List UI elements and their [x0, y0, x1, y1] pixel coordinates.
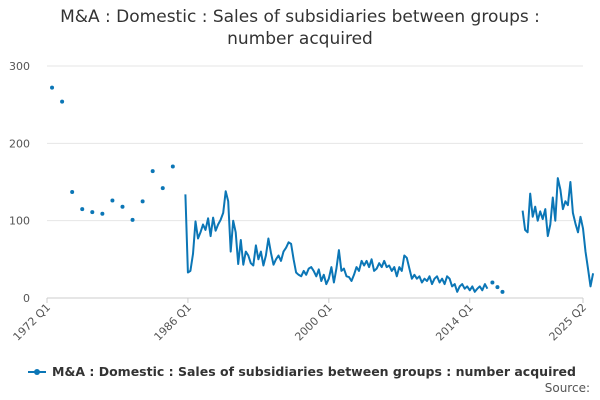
- chart-title-line-2: number acquired: [227, 29, 373, 49]
- legend-line-marker-icon: [28, 367, 46, 377]
- data-point[interactable]: [60, 99, 65, 104]
- data-point[interactable]: [80, 207, 85, 212]
- data-point[interactable]: [100, 211, 105, 216]
- data-point[interactable]: [140, 199, 145, 204]
- grid-lines: [47, 65, 583, 299]
- data-point[interactable]: [150, 169, 155, 174]
- data-point[interactable]: [110, 198, 115, 203]
- series-lines: [184, 177, 595, 293]
- data-point[interactable]: [70, 190, 75, 195]
- chart-title: M&A : Domestic : Sales of subsidiaries b…: [0, 6, 600, 50]
- x-tick-label: 1972 Q1: [11, 301, 54, 344]
- series-points: [50, 85, 505, 294]
- x-tick-label: 2025 Q2: [547, 301, 590, 344]
- data-point[interactable]: [500, 289, 505, 294]
- chart-title-line-1: M&A : Domestic : Sales of subsidiaries b…: [60, 7, 540, 27]
- data-point[interactable]: [160, 186, 165, 191]
- y-axis-ticks: 0 100 200 300: [9, 60, 30, 305]
- legend-label: M&A : Domestic : Sales of subsidiaries b…: [52, 364, 576, 379]
- y-tick-label: 0: [23, 292, 30, 305]
- y-tick-label: 100: [9, 215, 30, 228]
- data-point[interactable]: [120, 204, 125, 209]
- x-tick-label: 1986 Q1: [152, 301, 195, 344]
- y-tick-label: 200: [9, 137, 30, 150]
- x-axis-ticks: 1972 Q1 1986 Q1 2000 Q1 2014 Q1 2025 Q2: [11, 298, 590, 344]
- data-point[interactable]: [130, 217, 135, 222]
- series-line: [184, 190, 489, 293]
- data-point[interactable]: [50, 85, 55, 90]
- series-line: [521, 177, 595, 288]
- data-point[interactable]: [90, 210, 95, 215]
- legend[interactable]: M&A : Domestic : Sales of subsidiaries b…: [28, 364, 576, 379]
- data-point[interactable]: [490, 280, 495, 285]
- source-label: Source:: [544, 381, 590, 395]
- x-tick-label: 2014 Q1: [433, 301, 476, 344]
- y-tick-label: 300: [9, 60, 30, 73]
- data-point[interactable]: [170, 164, 175, 169]
- x-tick-label: 2000 Q1: [292, 301, 335, 344]
- data-point[interactable]: [495, 285, 500, 290]
